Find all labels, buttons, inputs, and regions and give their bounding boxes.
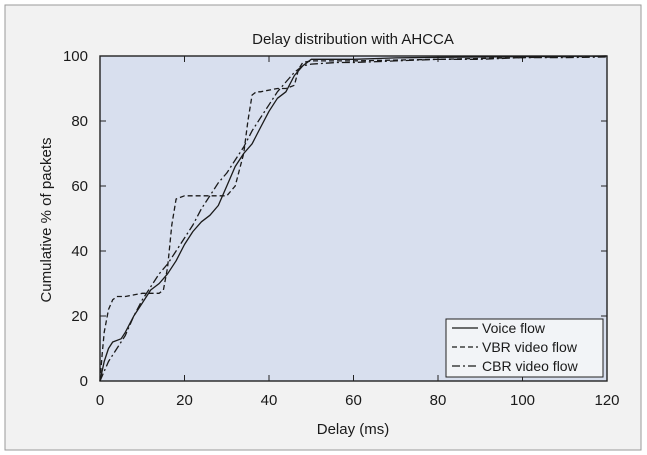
x-tick-label: 120: [594, 392, 619, 409]
y-tick-label: 40: [71, 243, 88, 260]
x-tick-label: 80: [430, 392, 447, 409]
legend-box: [445, 318, 604, 378]
legend-label-vbr: VBR video flow: [482, 339, 578, 355]
series-line-3: [99, 56, 608, 382]
legend-label-voice: Voice flow: [482, 320, 546, 336]
legend: Voice flow VBR video flow CBR video flow: [445, 318, 604, 378]
chart-title: Delay distribution with AHCCA: [252, 31, 454, 48]
y-axis-label: Cumulative % of packets: [38, 137, 55, 302]
x-tick-label: 0: [96, 392, 104, 409]
x-tick-label: 40: [261, 392, 278, 409]
series-line-2: [99, 55, 608, 382]
x-tick-label: 20: [176, 392, 193, 409]
y-tick-label: 60: [71, 178, 88, 195]
data-series-layer: [99, 55, 608, 382]
y-tick-label: 100: [63, 48, 88, 65]
legend-label-cbr: CBR video flow: [482, 358, 579, 374]
x-tick-label: 100: [510, 392, 535, 409]
y-tick-label: 20: [71, 308, 88, 325]
y-tick-label: 0: [80, 373, 88, 390]
y-tick-label: 80: [71, 113, 88, 130]
axis-ticks: 0 20 40 60 80 100 120 0 20 40 60 80 100: [63, 48, 620, 409]
x-tick-label: 60: [345, 392, 362, 409]
x-axis-label: Delay (ms): [317, 421, 390, 438]
